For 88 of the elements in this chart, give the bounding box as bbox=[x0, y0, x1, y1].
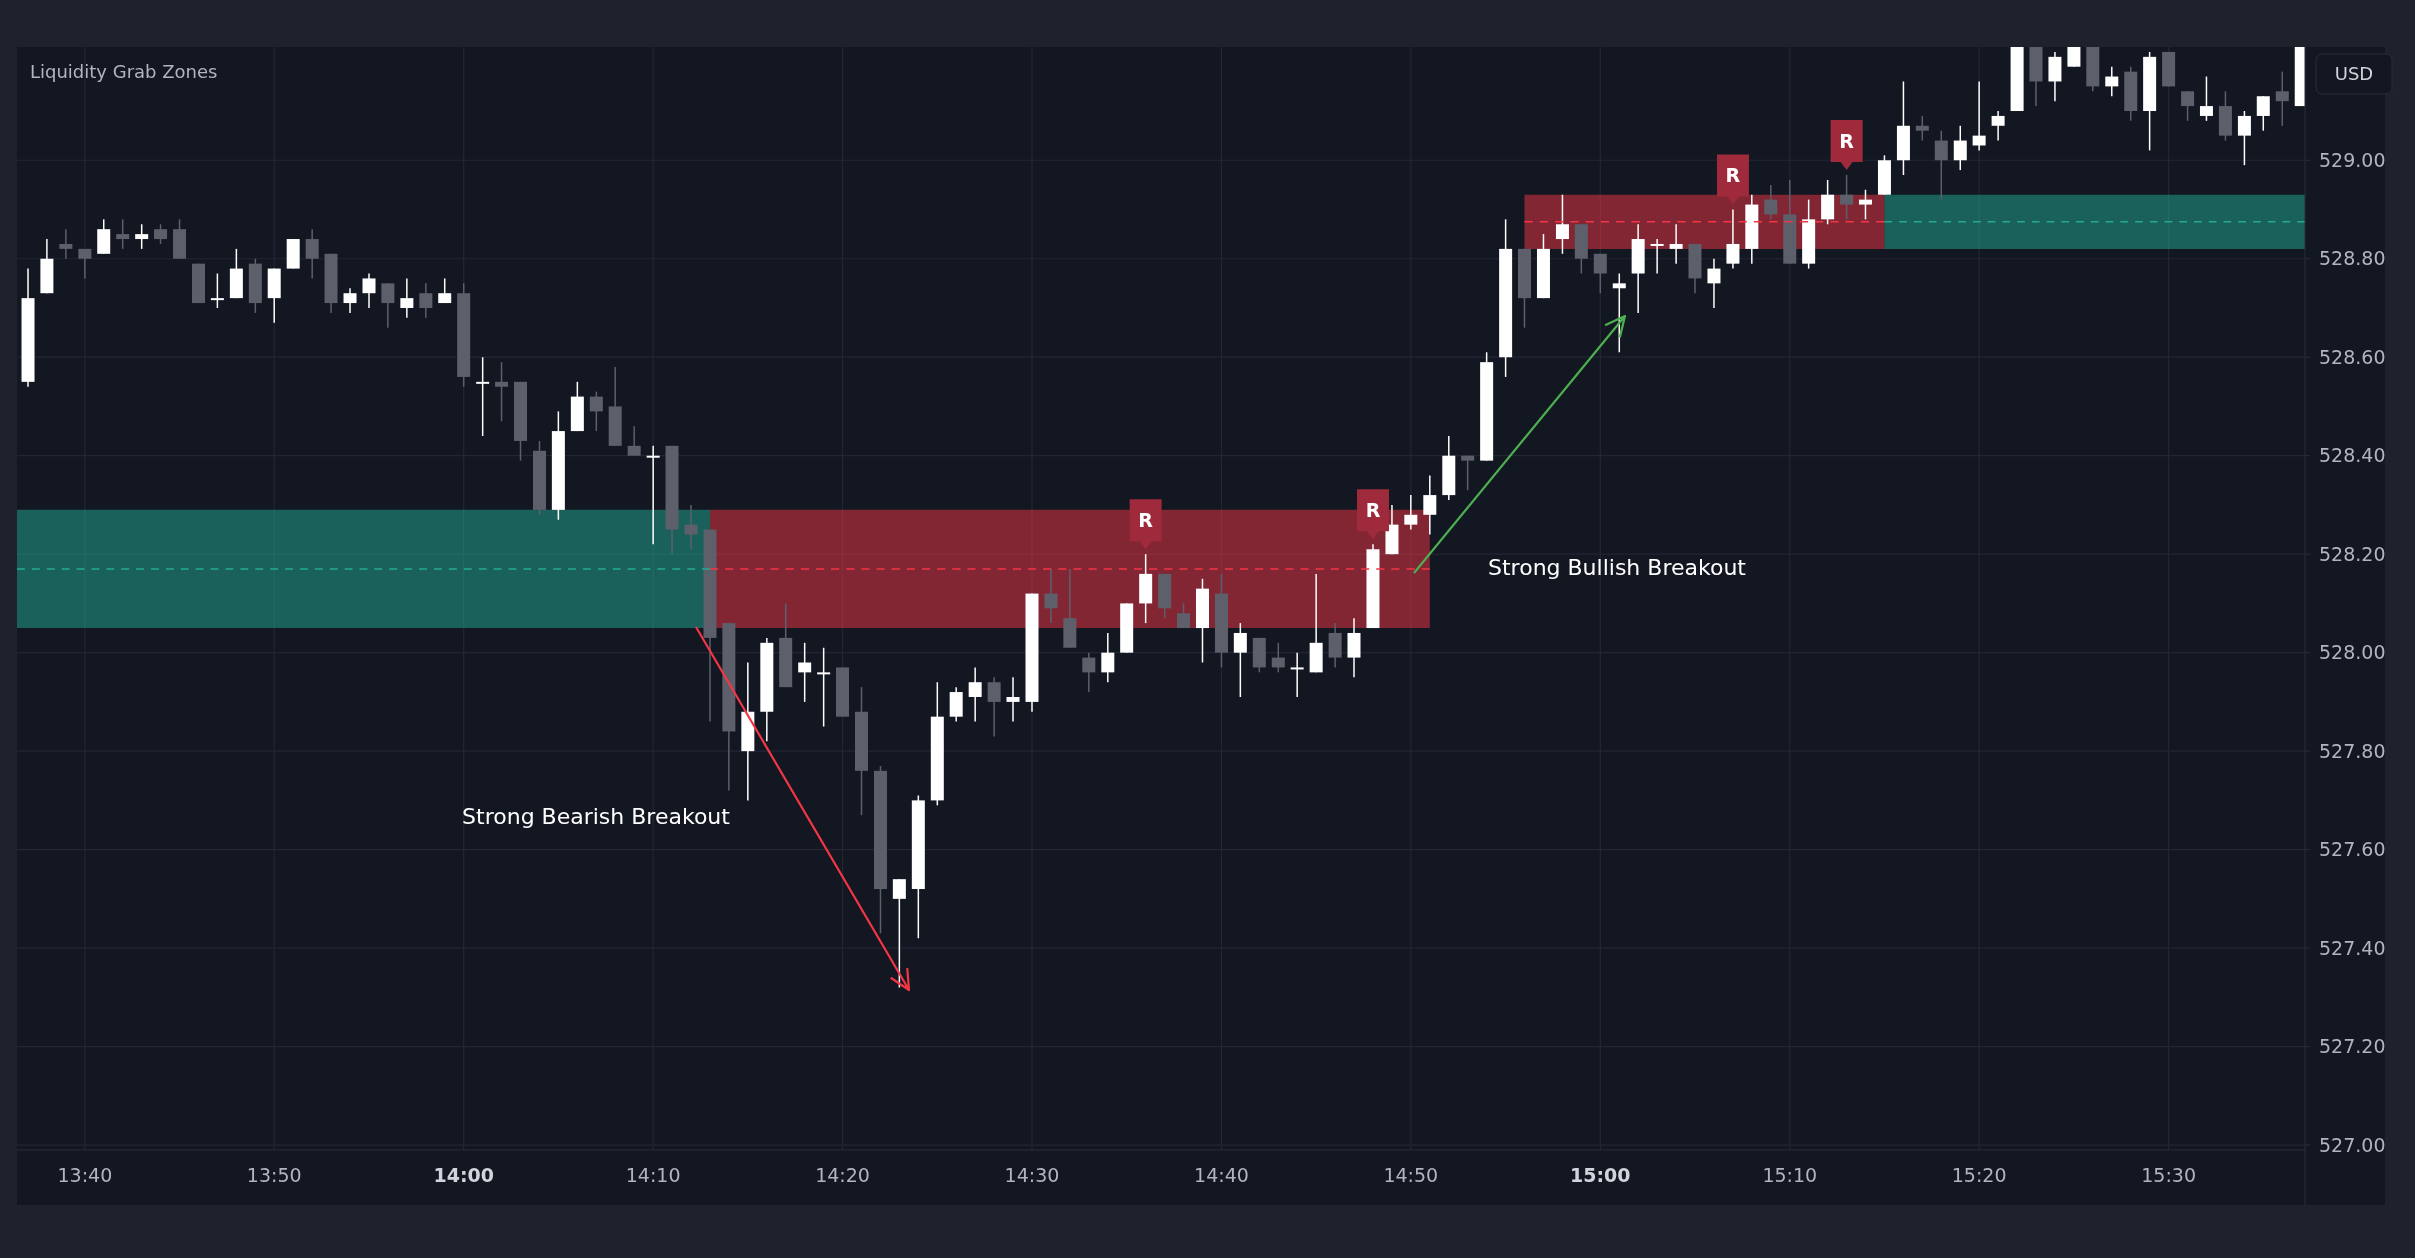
candlestick bbox=[116, 218, 130, 250]
annotation: Strong Bearish Breakout bbox=[462, 803, 731, 829]
candlestick bbox=[1290, 651, 1304, 698]
y-axis-title: USD bbox=[2334, 63, 2374, 85]
y-tick-label: 528.00 bbox=[2319, 641, 2386, 664]
candlestick bbox=[892, 878, 906, 989]
candlestick bbox=[135, 223, 149, 250]
annotation: R bbox=[1138, 508, 1154, 531]
x-tick-label: 15:20 bbox=[1951, 1164, 2007, 1186]
candlestick bbox=[2237, 110, 2251, 166]
candlestick bbox=[1858, 189, 1872, 221]
candlestick bbox=[1953, 125, 1967, 171]
candlestick bbox=[400, 277, 414, 319]
candlestick bbox=[798, 642, 812, 703]
y-tick-label: 527.20 bbox=[2319, 1035, 2386, 1058]
candlestick bbox=[2067, 47, 2081, 68]
candlestick bbox=[1934, 129, 1948, 201]
annotation: R bbox=[1365, 498, 1381, 521]
candlestick bbox=[1006, 676, 1020, 723]
candlestick bbox=[1650, 238, 1664, 275]
candlestick bbox=[495, 361, 509, 422]
candlestick bbox=[78, 248, 92, 280]
candlestick bbox=[968, 666, 982, 723]
candlestick bbox=[2105, 65, 2119, 97]
candlestick bbox=[438, 277, 452, 304]
candlestick bbox=[1726, 208, 1740, 270]
x-tick-label: 13:40 bbox=[57, 1164, 113, 1186]
candlestick bbox=[210, 272, 224, 309]
candlestick bbox=[1101, 632, 1115, 683]
candlestick bbox=[305, 228, 319, 280]
y-tick-label: 527.40 bbox=[2319, 936, 2386, 959]
candlestick bbox=[1271, 642, 1285, 674]
candlestick bbox=[646, 445, 660, 546]
x-tick-label: 15:00 bbox=[1570, 1164, 1631, 1186]
y-tick-label: 528.20 bbox=[2319, 542, 2386, 565]
candlestick bbox=[154, 223, 168, 245]
candlestick bbox=[1177, 602, 1190, 629]
candlestick bbox=[1233, 622, 1247, 698]
candlestick bbox=[817, 646, 831, 728]
candlestick bbox=[1423, 474, 1437, 536]
candlestick bbox=[1082, 651, 1096, 693]
x-tick-label: 14:00 bbox=[433, 1164, 494, 1186]
annotation: Strong Bullish Breakout bbox=[1488, 554, 1747, 580]
x-tick-label: 14:30 bbox=[1004, 1164, 1060, 1186]
candlestick bbox=[1707, 257, 1721, 309]
candlestick bbox=[1764, 184, 1778, 221]
candlestick bbox=[2181, 90, 2195, 122]
candlestick bbox=[627, 425, 641, 457]
y-tick-label: 528.80 bbox=[2319, 247, 2386, 270]
x-tick-label: 14:50 bbox=[1383, 1164, 1439, 1186]
x-tick-label: 13:50 bbox=[246, 1164, 302, 1186]
candlestick bbox=[476, 356, 490, 437]
candlestick bbox=[1404, 494, 1418, 531]
candlestick bbox=[589, 390, 603, 432]
candlestick bbox=[381, 282, 395, 329]
candlestick bbox=[1669, 223, 1683, 265]
annotation: R bbox=[1725, 164, 1741, 187]
x-tick-label: 15:10 bbox=[1762, 1164, 1818, 1186]
candlestick bbox=[1612, 272, 1626, 354]
y-tick-label: 529.00 bbox=[2319, 148, 2386, 171]
y-tick-label: 527.60 bbox=[2319, 838, 2386, 861]
y-tick-label: 527.80 bbox=[2319, 739, 2386, 762]
x-tick-label: 14:20 bbox=[815, 1164, 870, 1186]
y-tick-label: 528.40 bbox=[2319, 444, 2386, 467]
candlestick bbox=[1991, 110, 2005, 142]
candlestick bbox=[362, 272, 376, 309]
y-tick-label: 527.00 bbox=[2319, 1133, 2386, 1156]
y-tick-label: 528.60 bbox=[2319, 345, 2386, 368]
candlestick bbox=[1915, 115, 1929, 142]
x-tick-label: 15:30 bbox=[2141, 1164, 2196, 1186]
candlestick bbox=[2275, 70, 2289, 127]
candlestick bbox=[987, 676, 1001, 738]
candlestick bbox=[59, 228, 73, 260]
candlestick bbox=[1555, 193, 1569, 255]
candlestick bbox=[2256, 95, 2270, 132]
candlestick bbox=[2199, 75, 2213, 122]
candlestick bbox=[343, 287, 357, 314]
text: Liquidity Grab Zones bbox=[30, 61, 218, 82]
candlestick bbox=[419, 282, 433, 319]
candlestick bbox=[1044, 568, 1058, 624]
candlestick bbox=[1461, 454, 1475, 491]
annotation: R bbox=[1839, 129, 1855, 152]
candlestick bbox=[1840, 174, 1854, 221]
candlestick bbox=[684, 504, 698, 551]
candlestick bbox=[1972, 80, 1986, 152]
candlestick bbox=[1593, 253, 1607, 294]
x-tick-label: 14:10 bbox=[625, 1164, 681, 1186]
x-tick-label: 14:40 bbox=[1194, 1164, 1249, 1186]
